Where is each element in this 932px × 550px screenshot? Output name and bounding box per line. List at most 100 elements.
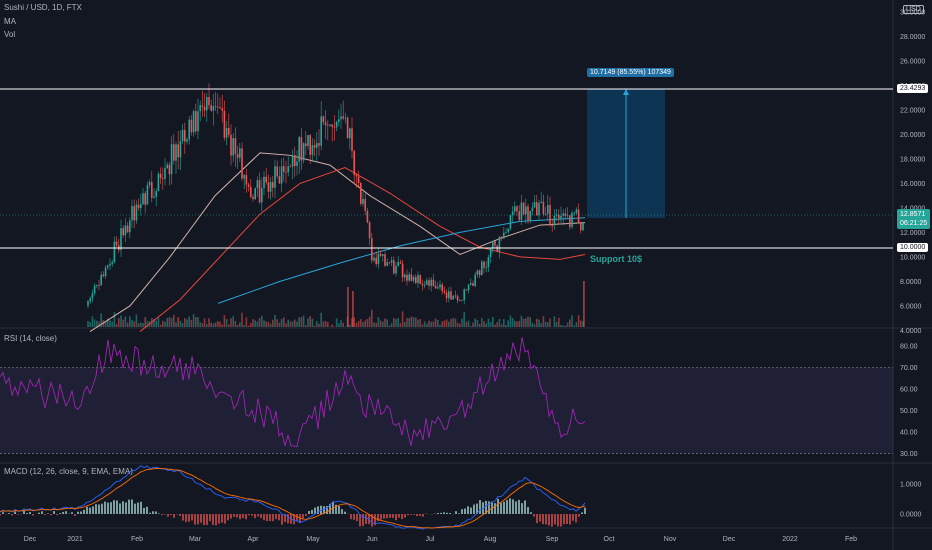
macd-histogram-bar [557,514,559,527]
candle-body [87,301,89,306]
candle-body [230,134,232,156]
currency-badge[interactable]: USD [903,5,924,14]
candle-body [234,138,237,154]
volume-bar [357,320,360,327]
candle-body [417,275,419,284]
candle-body [538,203,540,216]
measure-tool[interactable] [587,89,665,218]
macd-histogram-bar [554,514,556,525]
volume-bar [208,318,210,327]
candle-body [142,193,144,205]
volume-bar [375,322,377,327]
volume-bar [280,319,283,327]
candle-body [329,124,331,126]
volume-bar [426,323,428,327]
volume-bar [192,314,195,327]
macd-histogram-bar [17,514,19,515]
macd-histogram-bar [356,514,358,522]
support-label: Support 10$ [590,254,643,264]
macd-histogram-bar [269,514,271,522]
vol-indicator-label[interactable]: Vol [4,30,16,39]
volume-bar [544,321,547,327]
volume-bar [415,317,417,327]
candle-body [170,144,173,175]
volume-bar [276,319,278,327]
volume-bar [529,317,531,327]
candle-body [529,210,531,221]
volume-bar [140,322,142,327]
candle-body [509,215,512,229]
candle-body [113,241,116,263]
candle-body [514,206,516,212]
volume-bar [283,317,285,327]
volume-bar [159,324,162,327]
macd-histogram-bar [563,514,565,525]
volume-bar [252,319,254,327]
volume-bar [437,319,439,327]
macd-histogram-bar [128,499,130,514]
volume-bar [514,320,516,327]
rsi-tick-label: 40.00 [900,429,918,436]
macd-histogram-bar [233,514,235,517]
volume-bar [113,312,116,327]
candle-body [192,111,195,133]
candle-body [371,238,373,261]
macd-pane[interactable]: 1.0000 0.0000 [0,465,922,530]
macd-histogram-bar [407,514,409,516]
macd-histogram-bar [296,514,298,522]
rsi-title[interactable]: RSI (14, close) [4,334,57,343]
macd-histogram-bar [533,514,535,517]
candle-body [399,262,402,264]
candle-body [544,213,547,215]
volume-bar [320,312,322,327]
macd-histogram-bar [281,514,283,525]
macd-histogram-bar [542,514,544,525]
time-tick-label: Apr [248,536,260,543]
candle-body [296,161,298,166]
candle-body [412,277,415,281]
macd-histogram-bar [380,514,382,520]
volume-bar [210,322,212,327]
ma-indicator-label[interactable]: MA [4,17,16,26]
candle-body [98,285,100,286]
volume-bar [294,319,296,327]
candle-body [195,111,197,132]
volume-bar [195,317,197,327]
macd-histogram-bar [467,506,469,514]
volume-bar [496,322,498,327]
macd-histogram-bar [272,514,274,522]
candle-body [450,291,452,300]
macd-histogram-bar [278,514,280,521]
candle-body [362,199,364,204]
macd-histogram-bar [137,502,139,514]
resistance-price-label: 23.4293 [897,84,929,93]
macd-histogram-bar [362,514,364,527]
volume-bar [291,321,294,327]
symbol-title[interactable]: Sushi / USD, 1D, FTX [4,3,82,12]
macd-histogram-bar [578,514,580,517]
candle-body [375,257,377,265]
candle-body [496,245,498,252]
candle-body [236,153,239,158]
macd-histogram-bar [302,514,304,519]
macd-histogram-bar [383,514,385,519]
candle-body [212,106,215,111]
macd-histogram-bar [287,514,289,524]
candle-body [247,184,250,187]
volume-spike [583,281,585,327]
time-axis[interactable]: Dec 2021 Feb Mar Apr May Jun Jul Aug Sep Oct Nov Dec… [24,536,857,543]
volume-bar [212,323,215,327]
rsi-pane[interactable]: 80.00 70.00 60.00 50.00 40.00 30.00 [0,337,918,458]
macd-histogram-bar [56,514,58,516]
horizontal-levels[interactable] [0,88,893,249]
candle-body [432,279,435,286]
volume-bar [338,323,340,327]
candle-body [571,212,573,227]
volume-bar [239,322,241,327]
candle-body [274,166,276,188]
macd-histogram-bar [62,511,64,514]
macd-histogram-bar [98,504,100,514]
macd-histogram-bar [206,514,208,525]
macd-title[interactable]: MACD (12, 26, close, 9, EMA, EMA) [4,467,133,476]
